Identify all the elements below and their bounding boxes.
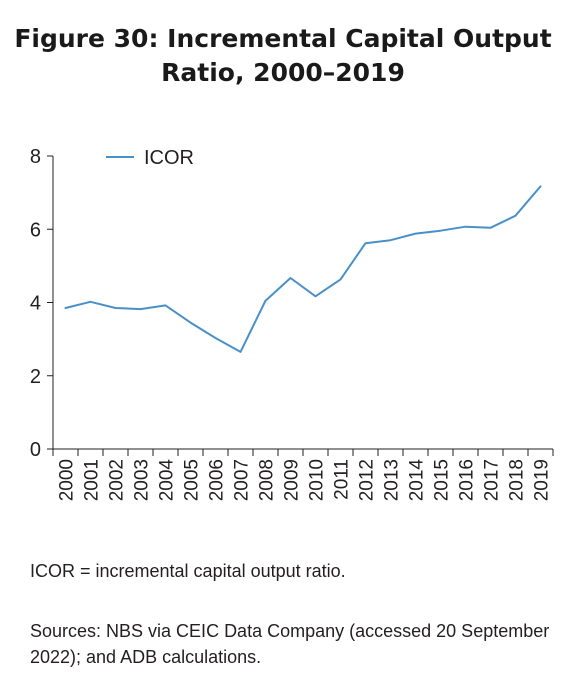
x-axis: 2000 2001 2002 2003 2004 2005 2006 2007 2008 2009… bbox=[52, 448, 554, 502]
x-tick-label: 2019 bbox=[532, 459, 553, 501]
legend-label: ICOR bbox=[144, 147, 194, 169]
x-tick-label: 2018 bbox=[507, 459, 528, 501]
x-tick-label: 2005 bbox=[182, 459, 203, 501]
x-tick-label: 2004 bbox=[157, 459, 178, 502]
x-tick-label: 2017 bbox=[482, 459, 503, 501]
x-tick-label: 2015 bbox=[432, 459, 453, 501]
figure-title-line-2: Ratio, 2000–2019 bbox=[161, 58, 405, 87]
series-line-icor bbox=[64, 185, 542, 353]
figure-title: Figure 30: Incremental Capital Output Ra… bbox=[0, 22, 566, 90]
x-tick-label: 2006 bbox=[207, 459, 228, 501]
x-tick-label: 2010 bbox=[307, 459, 328, 501]
y-tick-label: 2 bbox=[30, 366, 41, 388]
y-axis: 0 2 4 6 8 bbox=[30, 146, 54, 461]
y-tick-label: 6 bbox=[30, 219, 41, 241]
x-tick-label: 2013 bbox=[382, 459, 403, 501]
series-layer bbox=[64, 185, 542, 353]
x-tick-label: 2001 bbox=[82, 459, 103, 501]
x-tick-label: 2000 bbox=[57, 459, 78, 501]
x-tick-label: 2008 bbox=[257, 459, 278, 501]
y-tick-label: 8 bbox=[30, 146, 41, 168]
x-tick-label: 2011 bbox=[332, 459, 353, 500]
sources-note: Sources: NBS via CEIC Data Company (acce… bbox=[30, 621, 550, 667]
x-tick-label: 2003 bbox=[132, 459, 153, 501]
abbreviation-note: ICOR = incremental capital output ratio. bbox=[30, 561, 346, 581]
x-tick-label: 2014 bbox=[407, 459, 428, 502]
legend: ICOR bbox=[106, 147, 194, 169]
x-tick-label: 2009 bbox=[282, 459, 303, 501]
x-tick-label: 2002 bbox=[107, 459, 128, 501]
y-tick-label: 4 bbox=[30, 293, 41, 315]
x-tick-label: 2007 bbox=[232, 459, 253, 501]
figure-title-line-1: Figure 30: Incremental Capital Output bbox=[14, 24, 552, 53]
x-tick-label: 2016 bbox=[457, 459, 478, 501]
y-tick-label: 0 bbox=[30, 439, 41, 461]
x-tick-label: 2012 bbox=[357, 459, 378, 501]
